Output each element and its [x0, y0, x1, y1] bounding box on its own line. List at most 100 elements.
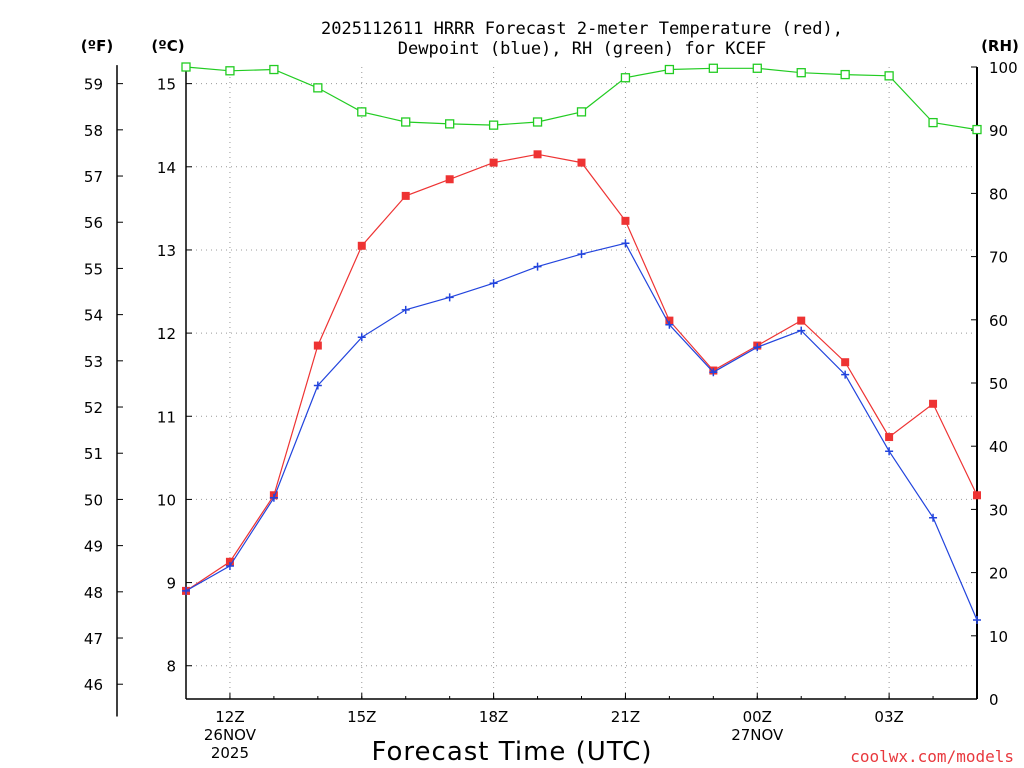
x-tick-label: 18Z [479, 708, 508, 726]
temperature-point [445, 175, 454, 184]
fahrenheit-tick-label: 55 [84, 260, 103, 278]
fahrenheit-tick-label: 46 [84, 676, 103, 694]
fahrenheit-unit-label: (ºF) [81, 37, 113, 55]
dewpoint-point [797, 326, 806, 335]
rh-point [269, 64, 279, 75]
dewpoint-point [313, 381, 322, 390]
temperature-point [577, 158, 586, 167]
rh-point [840, 69, 850, 80]
rh-point [488, 120, 499, 130]
rh-point [401, 117, 411, 127]
rh-point [928, 117, 938, 128]
fahrenheit-tick-label: 57 [84, 168, 103, 186]
temperature-point [973, 491, 981, 500]
celsius-tick-label: 11 [157, 408, 176, 426]
rh-tick-label: 20 [989, 565, 1008, 583]
temperature-point [885, 433, 894, 442]
fahrenheit-tick-label: 48 [84, 584, 103, 602]
x-tick-label: 27NOV [731, 726, 784, 744]
temperature-point [621, 216, 630, 225]
fahrenheit-tick-label: 53 [84, 353, 103, 371]
x-tick-label: 21Z [611, 708, 640, 726]
dewpoint-point [621, 239, 630, 248]
celsius-tick-label: 8 [166, 658, 176, 676]
dewpoint-point [929, 513, 938, 522]
temperature-point [401, 191, 410, 200]
series-group [181, 62, 982, 624]
x-tick-label: 26NOV [204, 726, 257, 744]
rh-tick-label: 40 [989, 438, 1008, 456]
dewpoint-point [709, 368, 718, 377]
rh-line [185, 66, 978, 131]
fahrenheit-tick-label: 49 [84, 538, 103, 556]
temperature-point [665, 316, 674, 325]
x-tick-label: 12Z [215, 708, 244, 726]
rh-point [576, 107, 587, 117]
temperature-point [797, 316, 806, 325]
rh-tick-label: 100 [989, 59, 1018, 77]
rh-tick-label: 60 [989, 312, 1008, 330]
rh-tick-label: 70 [989, 249, 1008, 267]
dewpoint-point [182, 586, 190, 595]
rh-point [225, 66, 235, 76]
celsius-unit-label: (ºC) [151, 37, 184, 55]
fahrenheit-tick-label: 47 [84, 630, 103, 648]
x-tick-label: 03Z [874, 708, 903, 726]
temperature-point [841, 358, 850, 367]
rh-point [752, 63, 762, 73]
fahrenheit-tick-label: 51 [84, 445, 103, 463]
x-tick-label: 00Z [743, 708, 772, 726]
x-tick-label: 2025 [211, 744, 249, 762]
dewpoint-point [401, 305, 410, 314]
celsius-tick-label: 14 [157, 159, 176, 177]
dewpoint-point [269, 493, 278, 502]
rh-unit-label: (RH) [981, 37, 1019, 55]
rh-point [313, 83, 323, 93]
fahrenheit-tick-label: 54 [84, 307, 103, 325]
temperature-line [185, 153, 978, 592]
rh-tick-label: 0 [989, 691, 999, 709]
temperature-point [357, 241, 366, 250]
x-tick-label: 15Z [347, 708, 376, 726]
dewpoint-point [489, 279, 498, 288]
dewpoint-point [885, 447, 894, 456]
rh-point [664, 64, 675, 75]
dewpoint-point [445, 293, 454, 302]
rh-point [445, 119, 455, 129]
rh-tick-label: 90 [989, 122, 1008, 140]
rh-tick-label: 50 [989, 375, 1008, 393]
rh-tick-label: 10 [989, 628, 1008, 646]
rh-point [357, 107, 367, 117]
fahrenheit-tick-label: 50 [84, 491, 103, 509]
celsius-tick-label: 10 [157, 491, 176, 509]
dewpoint-point [533, 262, 542, 271]
axes [116, 65, 978, 717]
temperature-point [489, 158, 498, 167]
rh-point [796, 68, 806, 78]
dewpoint-point [225, 561, 234, 570]
chart-title-line1: 2025112611 HRRR Forecast 2-meter Tempera… [321, 19, 843, 39]
fahrenheit-tick-label: 52 [84, 399, 103, 417]
credit-link[interactable]: coolwx.com/models [850, 747, 1014, 766]
temperature-point [225, 557, 234, 566]
celsius-tick-label: 13 [157, 242, 176, 260]
temperature-point [533, 150, 542, 159]
rh-point [532, 117, 543, 127]
rh-point [708, 63, 718, 73]
x-axis-label: Forecast Time (UTC) [371, 737, 652, 767]
dewpoint-point [577, 250, 586, 259]
dewpoint-point [665, 320, 674, 329]
dewpoint-point [973, 616, 981, 624]
rh-point [972, 124, 982, 135]
celsius-tick-label: 12 [157, 325, 176, 343]
celsius-tick-label: 15 [157, 76, 176, 94]
fahrenheit-tick-label: 58 [84, 122, 103, 140]
celsius-tick-label: 9 [166, 575, 176, 593]
gridlines [186, 67, 977, 699]
dewpoint-line [185, 242, 978, 621]
temperature-point [313, 341, 322, 350]
rh-point [620, 73, 631, 83]
fahrenheit-tick-label: 59 [84, 76, 103, 94]
